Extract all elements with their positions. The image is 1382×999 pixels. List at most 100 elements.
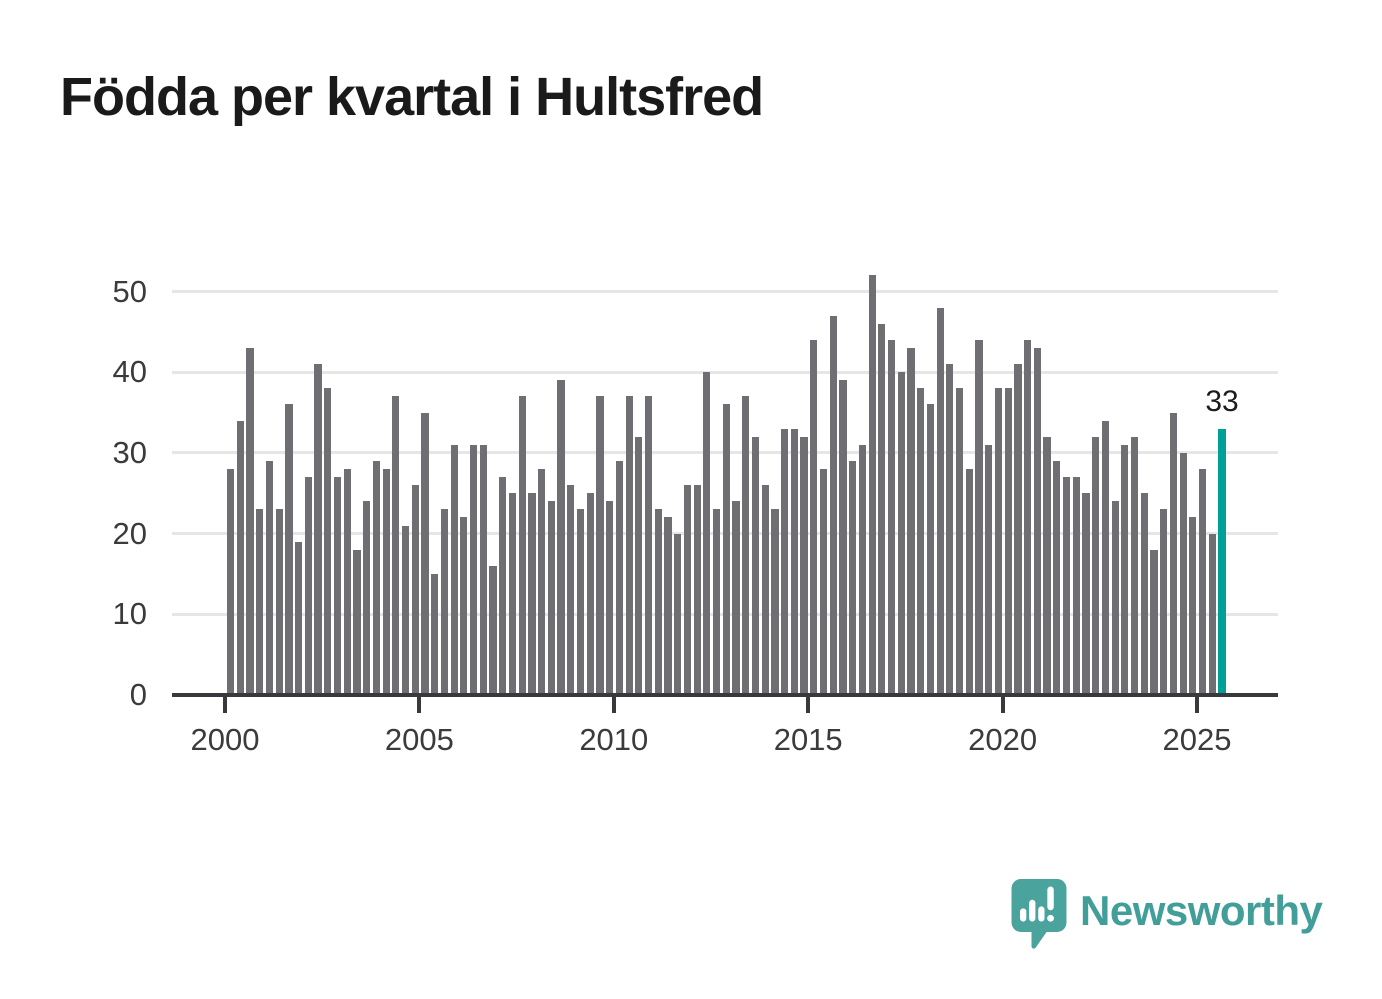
bar (771, 509, 779, 695)
bar (1004, 388, 1012, 695)
y-axis-tick-label: 10 (112, 596, 147, 632)
bar (333, 477, 342, 695)
bar (431, 573, 439, 695)
bar (878, 323, 886, 695)
bar (392, 396, 400, 695)
bar (401, 525, 410, 695)
bar (1043, 436, 1051, 695)
x-axis-tick-label: 2025 (1162, 722, 1232, 757)
highlight-value-label: 33 (1205, 384, 1239, 418)
bar (713, 509, 721, 695)
y-axis-tick-label: 40 (112, 354, 147, 390)
bar (946, 364, 954, 695)
bar (353, 549, 361, 695)
bar (227, 469, 235, 695)
bar (547, 501, 555, 695)
bar (295, 541, 303, 695)
bar (1140, 493, 1148, 695)
bar (586, 493, 594, 695)
bar (742, 396, 750, 695)
bar (411, 485, 419, 695)
bar (256, 509, 264, 695)
bar (528, 493, 536, 695)
bar (450, 444, 458, 695)
x-axis-tick-label: 2000 (190, 722, 260, 757)
bar (489, 565, 497, 695)
bar (810, 339, 818, 695)
x-axis-tick-mark (223, 697, 227, 713)
bar (314, 364, 322, 695)
bar (761, 485, 769, 695)
bar (363, 501, 371, 695)
bar (246, 347, 254, 695)
bar (557, 380, 565, 695)
bar (887, 339, 896, 695)
bar (508, 493, 517, 695)
bar (732, 501, 740, 695)
highlighted-bar (1218, 428, 1226, 695)
bar (674, 533, 682, 695)
brand-footer: Newsworthy (1010, 876, 1330, 952)
bar (625, 396, 633, 695)
x-axis-tick-label: 2005 (384, 722, 454, 757)
logo-bar-tall (1029, 899, 1036, 922)
bar (1130, 436, 1139, 695)
bar (839, 380, 847, 695)
newsworthy-speech-bubble-chart-icon (1011, 878, 1067, 949)
y-axis-tick-label: 20 (112, 515, 147, 551)
bar (1179, 452, 1187, 695)
brand-wordmark: Newsworthy (1080, 887, 1323, 934)
bar (926, 404, 935, 695)
bar (343, 469, 351, 695)
logo-exclamation-stem (1047, 886, 1054, 911)
bar (1033, 347, 1041, 695)
bar (703, 372, 711, 695)
bar (372, 460, 380, 695)
bar (683, 485, 692, 695)
y-axis-tick-label: 0 (129, 677, 147, 712)
bar (440, 509, 449, 695)
y-axis-tick-label: 50 (112, 273, 147, 309)
bar (751, 436, 760, 695)
bar (800, 436, 808, 695)
bar (1101, 420, 1109, 695)
bar (644, 396, 653, 695)
bar (479, 444, 487, 695)
bar (285, 404, 293, 695)
bar (868, 275, 876, 695)
bar (470, 444, 478, 695)
bar (324, 388, 332, 695)
bar (781, 428, 789, 695)
bar (936, 307, 944, 695)
bar (1082, 493, 1090, 695)
bar (236, 420, 244, 695)
bar (1169, 412, 1178, 695)
bar (1199, 469, 1207, 695)
x-axis-line (172, 693, 1278, 697)
x-axis-tick-mark (1000, 697, 1005, 713)
bar (275, 509, 283, 695)
x-axis-tick-label: 2010 (579, 722, 649, 757)
gridline (172, 370, 1278, 374)
bar (917, 388, 925, 695)
gridline (172, 290, 1278, 293)
y-axis-tick-label: 30 (112, 434, 147, 470)
bar (693, 485, 701, 695)
bar (654, 509, 662, 695)
bar (790, 428, 798, 695)
x-axis-tick-mark (1195, 697, 1199, 713)
bar (1160, 509, 1168, 695)
bar (1053, 460, 1061, 695)
bar (518, 396, 526, 695)
bar (382, 469, 390, 695)
bar (1150, 549, 1158, 695)
x-axis-tick-label: 2020 (968, 722, 1038, 757)
bar (421, 412, 429, 695)
x-axis-tick-mark (806, 697, 811, 713)
bar (907, 347, 915, 695)
bar (265, 460, 274, 695)
bar (1208, 533, 1216, 695)
bar (538, 469, 546, 695)
